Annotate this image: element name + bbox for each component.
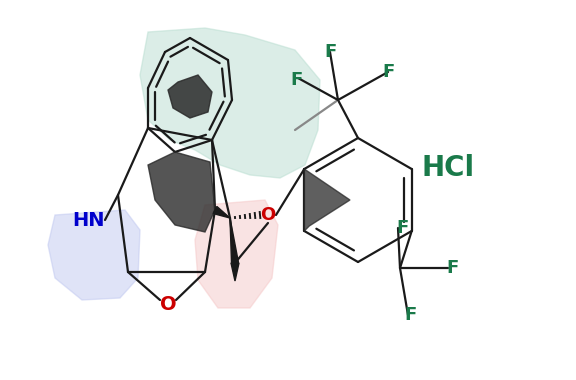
Text: O: O xyxy=(160,296,176,315)
Polygon shape xyxy=(195,200,278,308)
Text: O: O xyxy=(260,206,276,224)
Text: F: F xyxy=(397,219,409,237)
Polygon shape xyxy=(304,169,350,231)
Text: F: F xyxy=(324,43,336,61)
Text: HN: HN xyxy=(72,211,104,230)
Text: F: F xyxy=(290,71,302,89)
Polygon shape xyxy=(213,206,230,218)
Text: F: F xyxy=(447,259,459,277)
Polygon shape xyxy=(168,75,212,118)
Polygon shape xyxy=(48,210,140,300)
Polygon shape xyxy=(148,152,215,232)
Polygon shape xyxy=(231,263,239,281)
Text: F: F xyxy=(404,306,416,324)
Polygon shape xyxy=(230,218,238,263)
Polygon shape xyxy=(140,28,320,178)
Text: F: F xyxy=(382,63,394,81)
Text: HCl: HCl xyxy=(422,154,475,182)
